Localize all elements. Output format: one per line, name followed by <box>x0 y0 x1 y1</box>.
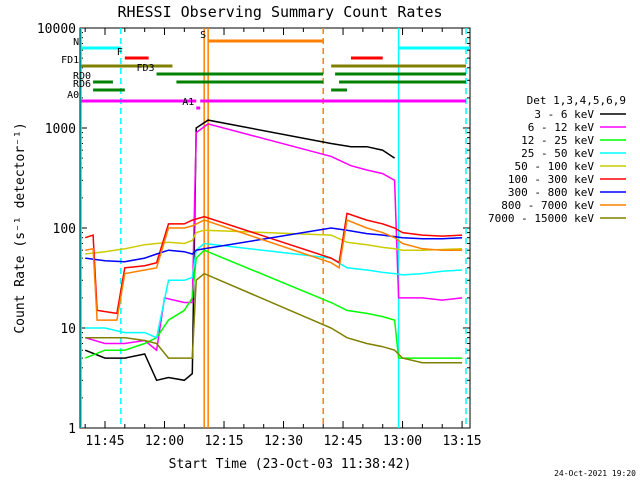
chart-title: RHESSI Observing Summary Count Rates <box>117 3 442 21</box>
x-tick-label: 12:30 <box>264 434 303 449</box>
legend-label: 7000 - 15000 keV <box>488 212 594 225</box>
legend-label: 100 - 300 keV <box>508 173 594 186</box>
legend-title: Det 1,3,4,5,6,9 <box>527 94 626 107</box>
y-tick-label: 1000 <box>45 122 76 137</box>
x-tick-label: 11:45 <box>85 434 124 449</box>
y-tick-label: 10000 <box>37 22 76 37</box>
x-tick-label: 12:00 <box>145 434 184 449</box>
series-line <box>85 272 463 364</box>
legend-label: 12 - 25 keV <box>521 134 594 147</box>
legend-label: 3 - 6 keV <box>534 108 594 121</box>
x-axis-label: Start Time (23-Oct-03 11:38:42) <box>169 457 412 472</box>
series-line <box>84 212 463 315</box>
flag-bar-label: A0 <box>67 90 79 101</box>
plot-area: 1 10 100 1000 10000 11:45 12:00 12:15 12:30 12:45… <box>37 22 482 449</box>
legend-label: 25 - 50 keV <box>521 147 594 160</box>
legend-label: 800 - 7000 keV <box>501 199 594 212</box>
y-tick-label: 1 <box>68 422 76 437</box>
y-axis-label: Count Rate (s⁻¹ detector⁻¹) <box>13 122 28 333</box>
legend-label: 300 - 800 keV <box>508 186 594 199</box>
x-tick-label: 12:45 <box>323 434 362 449</box>
series-line <box>85 242 463 339</box>
y-tick-label: 10 <box>60 322 76 337</box>
legend-label: 6 - 12 keV <box>528 121 595 134</box>
y-tick-label: 100 <box>53 222 76 237</box>
legend-label: 50 - 100 keV <box>515 160 595 173</box>
series-line <box>84 249 463 359</box>
flag-bar-label: FD1 <box>61 55 79 66</box>
flag-bar-label: RD0 <box>73 71 91 82</box>
date-stamp: 24-Oct-2021 19:20 <box>554 469 636 478</box>
x-tick-label: 12:15 <box>204 434 243 449</box>
flag-bar-label: RD6 <box>73 79 91 90</box>
series-line <box>84 119 396 382</box>
flag-bar-label: S <box>200 30 206 41</box>
x-tick-label: 13:00 <box>383 434 422 449</box>
series-line <box>85 229 463 255</box>
x-tick-label: 13:15 <box>442 434 481 449</box>
flag-bar-label: N <box>73 37 79 48</box>
series-line <box>85 227 463 263</box>
series-line <box>85 219 463 321</box>
flag-bar-label: F <box>117 47 123 58</box>
flag-bar-label: FD3 <box>137 63 155 74</box>
plot-frame <box>79 27 471 429</box>
flag-bar-label: A1 <box>182 97 194 108</box>
